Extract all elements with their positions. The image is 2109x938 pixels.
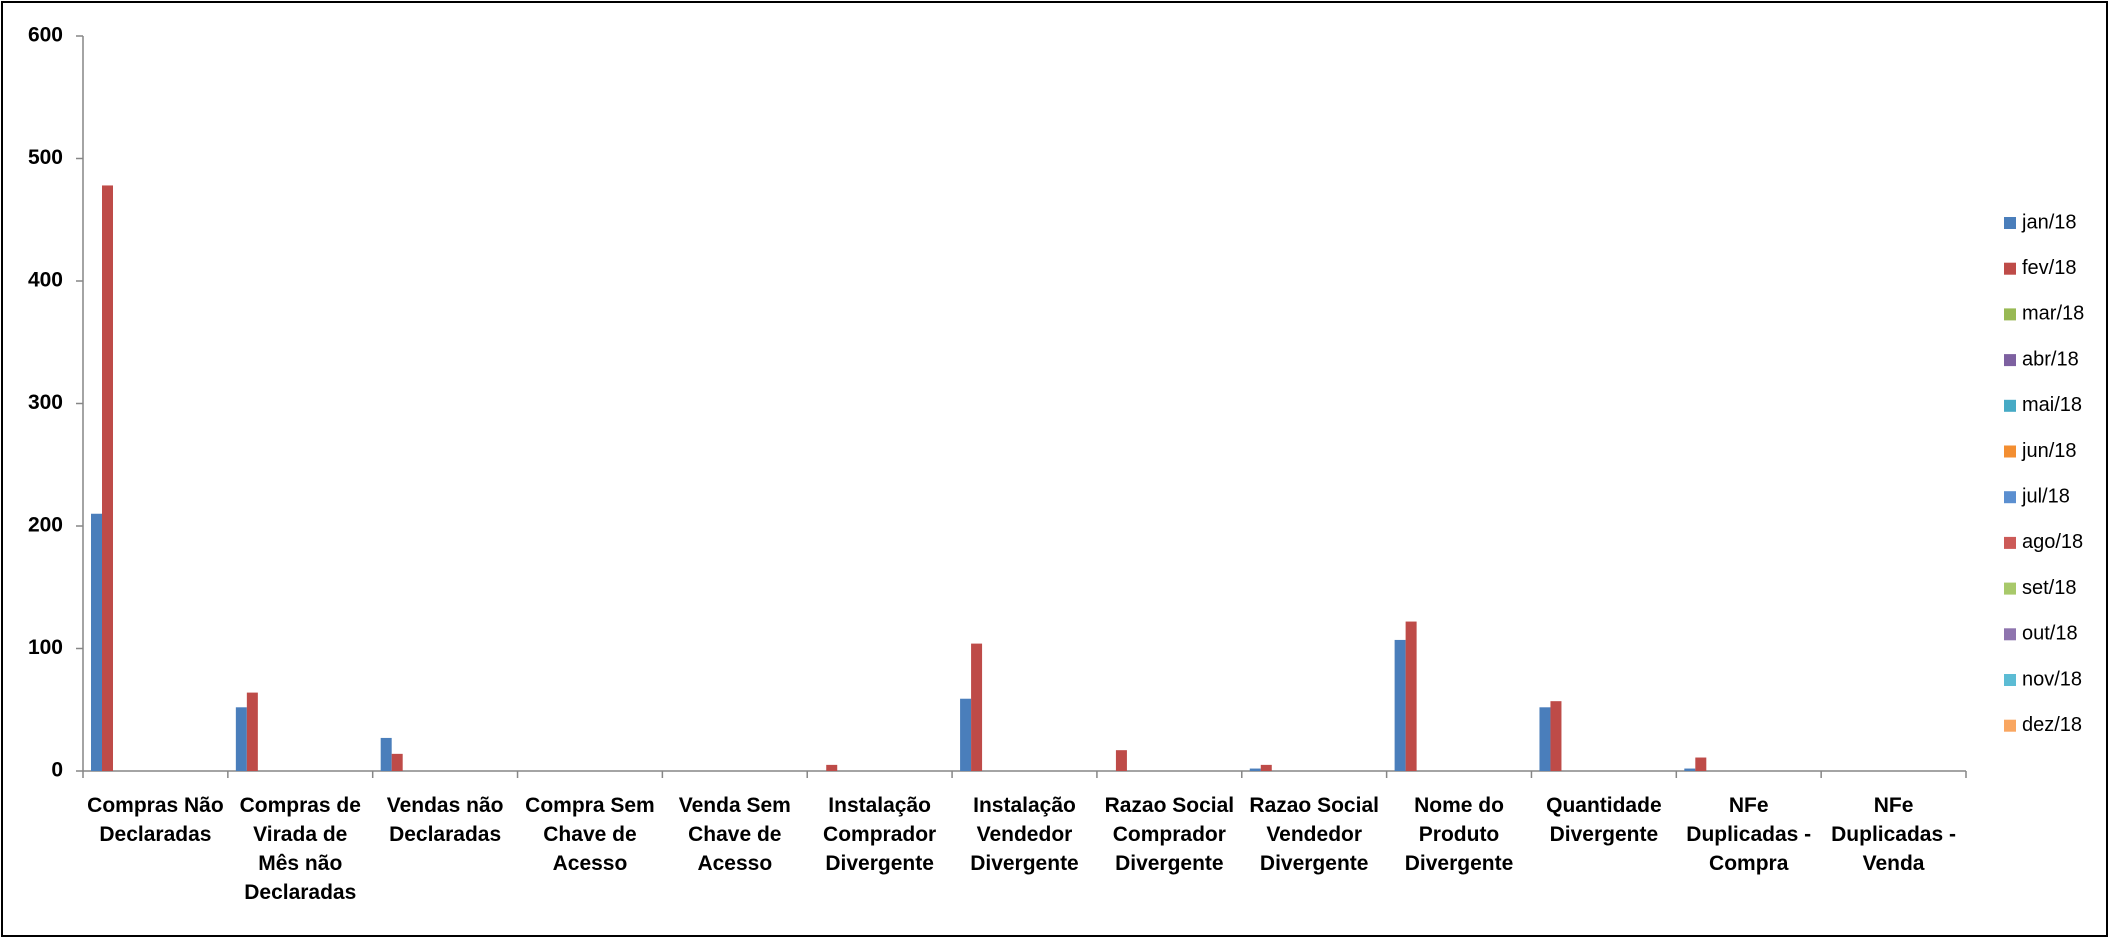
- legend-label: nov/18: [2022, 668, 2082, 690]
- legend-label: out/18: [2022, 623, 2078, 645]
- legend-label: dez/18: [2022, 714, 2082, 736]
- bar: [1260, 764, 1272, 771]
- x-tick-label: Razao Social Vendedor Divergente: [1249, 794, 1379, 875]
- bar: [1684, 768, 1696, 771]
- x-tick-label: NFe Duplicadas - Compra: [1686, 794, 1812, 875]
- legend-swatch: [2004, 536, 2016, 549]
- y-tick-label: 300: [28, 391, 63, 414]
- x-tick-label: NFe Duplicadas - Venda: [1831, 794, 1956, 875]
- legend-swatch: [2004, 308, 2016, 321]
- legend-label: fev/18: [2022, 257, 2076, 279]
- bar: [1550, 701, 1562, 771]
- legend-label: set/18: [2022, 577, 2076, 599]
- legend-swatch: [2004, 582, 2016, 595]
- bar: [1115, 750, 1127, 771]
- legend-swatch: [2004, 674, 2016, 686]
- y-tick-label: 0: [51, 759, 63, 782]
- x-tick-label: Razao Social Comprador Divergente: [1104, 794, 1235, 875]
- x-tick-label: Instalação Comprador Divergente: [823, 794, 937, 875]
- legend-label: mai/18: [2022, 394, 2082, 416]
- legend-label: ago/18: [2022, 531, 2083, 553]
- legend-label: jul/18: [2021, 485, 2070, 507]
- bar: [391, 753, 403, 771]
- x-tick-label: Vendas não Declaradas: [386, 794, 504, 846]
- legend-swatch: [2004, 719, 2016, 732]
- bar: [235, 707, 247, 771]
- y-tick-label: 100: [28, 636, 63, 659]
- x-tick-label: Nome do Produto Divergente: [1404, 794, 1514, 875]
- legend-swatch: [2004, 491, 2016, 504]
- bar: [1539, 707, 1551, 771]
- bar: [1695, 757, 1707, 771]
- bar: [380, 737, 392, 771]
- bar: [1394, 639, 1406, 771]
- y-tick-label: 200: [28, 514, 63, 537]
- bar: [91, 513, 102, 771]
- y-tick-label: 400: [28, 269, 63, 292]
- x-tick-label: Instalação Vendedor Divergente: [970, 794, 1079, 875]
- x-tick-label: Compra Sem Chave de Acesso: [525, 794, 655, 875]
- bar: [1249, 768, 1261, 771]
- bar: [826, 764, 838, 771]
- x-tick-label: Venda Sem Chave de Acesso: [678, 794, 791, 875]
- x-tick-label: Compras Não Declaradas: [87, 794, 224, 846]
- y-tick-label: 500: [28, 146, 63, 169]
- legend-swatch: [2004, 354, 2016, 367]
- legend-label: abr/18: [2022, 348, 2079, 370]
- y-tick-label: 600: [28, 24, 63, 47]
- legend-swatch: [2004, 217, 2016, 229]
- legend-label: jan/18: [2021, 211, 2077, 233]
- x-tick-label: Compras de Virada de Mês não Declaradas: [239, 794, 361, 904]
- bar: [960, 698, 972, 771]
- bar: [1405, 621, 1417, 771]
- bar: [102, 185, 113, 771]
- legend-label: mar/18: [2022, 303, 2084, 325]
- legend-label: jun/18: [2021, 440, 2077, 462]
- bar: [971, 643, 983, 771]
- legend-swatch: [2004, 628, 2016, 641]
- legend-swatch: [2004, 399, 2016, 412]
- legend-swatch: [2004, 445, 2016, 458]
- bar: [246, 692, 258, 771]
- x-tick-label: Quantidade Divergente: [1546, 794, 1662, 846]
- legend-swatch: [2004, 262, 2016, 275]
